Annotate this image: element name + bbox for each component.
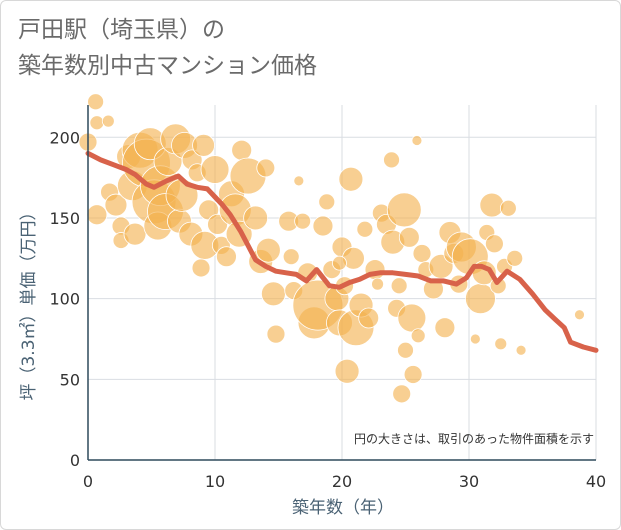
trend-line <box>85 150 599 353</box>
bubble-point <box>243 205 269 231</box>
x-tick-label: 20 <box>332 472 352 491</box>
trend-line-series <box>85 150 599 353</box>
bubble-point <box>434 317 456 339</box>
bubble-point <box>515 344 527 356</box>
bubble-point <box>499 199 517 217</box>
bubble-point <box>411 135 423 146</box>
bubble-point <box>312 215 334 237</box>
bubble-point <box>574 309 585 321</box>
bubble-size-note: 円の大きさは、取引のあった物件面積を示す <box>354 431 594 446</box>
bubble-point <box>104 193 128 217</box>
bubble-point <box>216 246 237 268</box>
x-tick-label: 10 <box>205 472 225 491</box>
bubble-point <box>371 277 384 291</box>
bubble-point <box>412 244 432 263</box>
bubble-series <box>78 93 585 404</box>
bubble-point <box>200 155 230 184</box>
bubble-point <box>266 324 286 344</box>
bubble-point <box>231 139 253 161</box>
bubble-point <box>506 249 524 267</box>
bubble-point <box>397 341 414 359</box>
x-axis-title: 築年数（年） <box>292 498 394 518</box>
bubble-point <box>89 115 105 131</box>
bubble-point <box>192 133 215 157</box>
bubble-point <box>255 237 281 263</box>
bubble-point <box>256 158 276 178</box>
chart-title-line-2: 築年数別中古マンション価格 <box>18 53 317 79</box>
bubble-point <box>318 193 336 211</box>
bubble-point <box>398 226 420 248</box>
bubble-point <box>191 258 211 278</box>
x-tick-label: 0 <box>83 472 93 491</box>
bubble-point <box>358 307 380 329</box>
chart-title-line-1: 戸田駅（埼玉県）の <box>18 17 225 43</box>
x-tick-label: 30 <box>459 472 479 491</box>
bubble-point <box>403 365 423 384</box>
bubble-point <box>469 333 481 345</box>
bubble-point <box>101 114 115 128</box>
bubble-point <box>383 151 400 169</box>
bubble-point <box>334 358 360 384</box>
bubble-point <box>479 192 505 218</box>
bubble-point <box>397 303 427 333</box>
bubble-point <box>87 93 105 111</box>
y-tick-label: 200 <box>49 128 80 147</box>
y-axis-title: 坪（3.3㎡）単価（万円） <box>19 203 39 400</box>
bubble-point <box>293 175 305 187</box>
bubble-point <box>386 192 422 228</box>
bubble-point <box>294 212 312 230</box>
bubble-point <box>484 234 504 254</box>
x-tick-label: 40 <box>586 472 606 491</box>
y-tick-label: 50 <box>60 370 80 389</box>
bubble-point <box>392 384 412 404</box>
bubble-point <box>332 255 347 271</box>
bubble-point <box>410 328 426 344</box>
axes <box>87 105 596 461</box>
bubble-point <box>261 281 286 307</box>
y-tick-label: 100 <box>49 290 80 309</box>
bubble-point <box>282 248 300 266</box>
bubble-point <box>338 166 364 192</box>
bubble-point <box>390 277 408 295</box>
bubble-point <box>494 337 508 351</box>
y-tick-label: 0 <box>70 451 80 470</box>
chart-title: 戸田駅（埼玉県）の 築年数別中古マンション価格 <box>18 12 317 84</box>
bubble-point <box>356 220 374 238</box>
y-tick-label: 150 <box>49 209 80 228</box>
tick-labels: 0 10 20 30 40 0 50 100 150 200 <box>49 128 606 491</box>
bubble-point <box>86 204 108 226</box>
bubble-point <box>123 222 147 246</box>
